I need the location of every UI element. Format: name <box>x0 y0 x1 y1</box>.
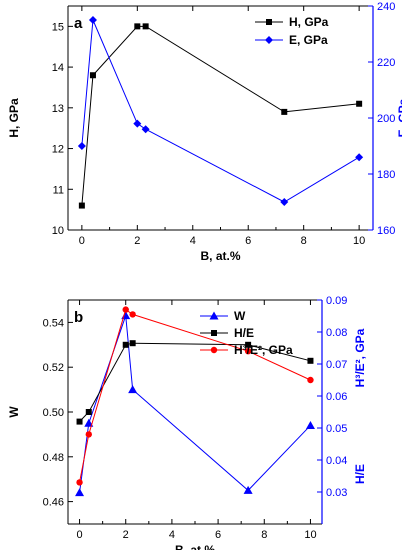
x-axis-label: B, at.% <box>200 249 240 263</box>
y-left-tick-label: 14 <box>52 62 64 74</box>
y-right-tick-label: 0.06 <box>326 391 347 403</box>
series-h-e <box>76 340 314 425</box>
series-h-gpa <box>78 23 363 209</box>
data-point <box>129 311 136 318</box>
y-left-tick-label: 10 <box>52 225 64 237</box>
legend-label: H³/E², GPa <box>234 343 293 357</box>
y-left-label: H, GPa <box>7 98 21 138</box>
legend-label: E, GPa <box>289 33 328 47</box>
y-right-tick-label: 0.09 <box>326 295 347 307</box>
legend-marker <box>265 36 273 44</box>
y-right-tick-label: 0.07 <box>326 359 347 371</box>
x-tick-label: 4 <box>169 529 175 541</box>
x-tick-label: 10 <box>353 235 365 247</box>
chart-panel-a: 0 2 4 6 8 10 B, at.% 10 11 12 13 14 15 H, GPa 160 180 20… <box>7 1 402 263</box>
data-point <box>141 125 150 134</box>
x-tick-label: 6 <box>245 235 251 247</box>
y-left-tick-label: 0.52 <box>43 362 64 374</box>
y-left-tick-label: 0.46 <box>43 497 64 509</box>
data-point <box>307 376 314 384</box>
data-point <box>142 23 149 30</box>
x-tick-label: 6 <box>215 529 221 541</box>
chart-panel-b: 0 2 4 6 8 10 B, at.% 0.46 0.48 0.50 0.52 0.54 W 0.03 0… <box>7 295 367 550</box>
legend-marker <box>209 311 219 320</box>
data-point <box>76 418 83 425</box>
y-left-label: W <box>7 406 21 418</box>
data-point <box>244 348 252 355</box>
y-right-label-top: H³/E², GPa <box>353 328 367 387</box>
data-point <box>89 72 96 79</box>
data-point <box>133 119 142 128</box>
y-right-tick-label: 180 <box>377 169 395 181</box>
y-left-tick-label: 0.50 <box>43 407 64 419</box>
data-point <box>78 202 85 209</box>
data-point <box>134 23 141 30</box>
y-left-tick-label: 13 <box>52 103 64 115</box>
data-point <box>305 420 315 429</box>
series-h-e-gpa <box>76 306 314 486</box>
data-point <box>76 479 83 486</box>
y-left-tick-label: 0.48 <box>43 452 64 464</box>
x-tick-label: 4 <box>190 235 196 247</box>
legend-marker <box>266 19 272 25</box>
data-point <box>355 153 364 162</box>
data-point <box>122 341 129 348</box>
x-axis-label: B, at.% <box>175 543 215 550</box>
y-left-tick-label: 11 <box>53 184 64 196</box>
series-line <box>81 25 360 206</box>
x-tick-label: 8 <box>301 235 307 247</box>
y-right-tick-label: 0.08 <box>326 327 347 339</box>
x-tick-label: 0 <box>76 529 82 541</box>
data-point <box>307 357 314 364</box>
series-line <box>81 19 360 203</box>
legend-label: W <box>234 309 246 323</box>
data-point <box>281 108 288 115</box>
data-point <box>85 409 92 415</box>
y-left-tick-label: 12 <box>52 144 64 156</box>
x-tick-label: 2 <box>134 235 140 247</box>
legend-marker <box>210 346 218 354</box>
y-right-tick-label: 200 <box>377 113 395 125</box>
series-line <box>79 308 311 483</box>
data-point <box>88 16 97 24</box>
data-point <box>129 340 136 347</box>
y-right-tick-label: 0.03 <box>326 487 347 499</box>
data-point <box>243 485 253 494</box>
y-right-label-bottom: H/E <box>353 464 367 484</box>
y-left-tick-label: 15 <box>52 21 64 33</box>
legend-label: H, GPa <box>289 15 329 29</box>
y-right-tick-label: 160 <box>377 225 395 237</box>
y-right-tick-label: 240 <box>377 1 395 13</box>
data-point <box>77 142 86 150</box>
x-tick-label: 2 <box>123 529 129 541</box>
x-tick-label: 8 <box>261 529 267 541</box>
legend-label: H/E <box>234 326 254 340</box>
data-point <box>85 431 92 438</box>
data-point <box>245 341 252 348</box>
y-right-tick-label: 220 <box>377 57 395 69</box>
data-point <box>356 100 363 107</box>
data-point <box>128 385 138 394</box>
data-point <box>84 418 94 427</box>
y-left-tick-label: 0.54 <box>43 317 64 329</box>
y-right-label: E, GPa <box>396 98 402 137</box>
series-e-gpa <box>77 16 364 206</box>
data-point <box>122 306 129 313</box>
series-w <box>75 311 315 497</box>
x-tick-label: 0 <box>79 235 85 247</box>
panel-label: a <box>74 15 83 32</box>
legend-marker <box>211 330 217 336</box>
x-tick-label: 10 <box>304 529 316 541</box>
data-point <box>75 488 85 497</box>
panel-label: b <box>74 309 83 326</box>
y-right-tick-label: 0.05 <box>326 423 347 435</box>
y-right-tick-label: 0.04 <box>326 455 347 467</box>
data-point <box>280 198 289 206</box>
